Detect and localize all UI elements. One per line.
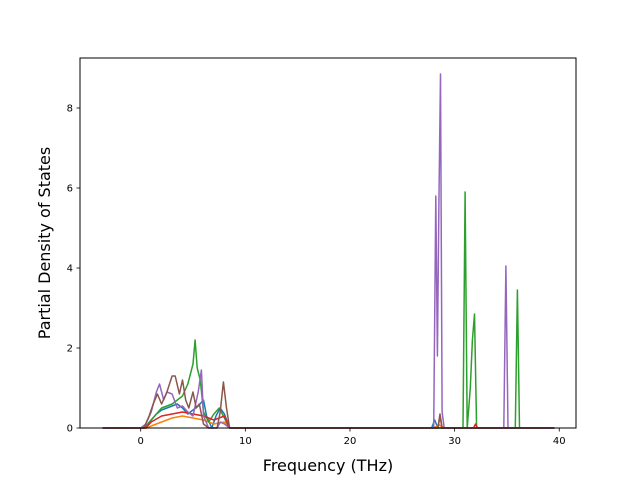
y-tick-label: 0 [67, 424, 73, 435]
x-tick-label: 20 [344, 436, 357, 447]
series-line-5 [102, 73, 555, 429]
y-axis-title: Partial Density of States [35, 147, 54, 339]
x-axis-title: Frequency (THz) [263, 456, 393, 475]
x-tick-label: 0 [138, 436, 144, 447]
y-axis: 0 2 4 6 8 [67, 104, 80, 435]
y-tick-label: 6 [67, 184, 73, 195]
x-axis: 0 10 20 30 40 [138, 428, 566, 447]
x-tick-label: 40 [553, 436, 566, 447]
series-line-2 [102, 415, 555, 429]
plot-frame [79, 57, 577, 429]
y-tick-label: 4 [67, 264, 73, 275]
series-line-6 [102, 375, 555, 429]
y-tick-label: 8 [67, 104, 73, 115]
x-tick-label: 10 [239, 436, 252, 447]
x-tick-label: 30 [448, 436, 461, 447]
y-tick-label: 2 [67, 344, 73, 355]
